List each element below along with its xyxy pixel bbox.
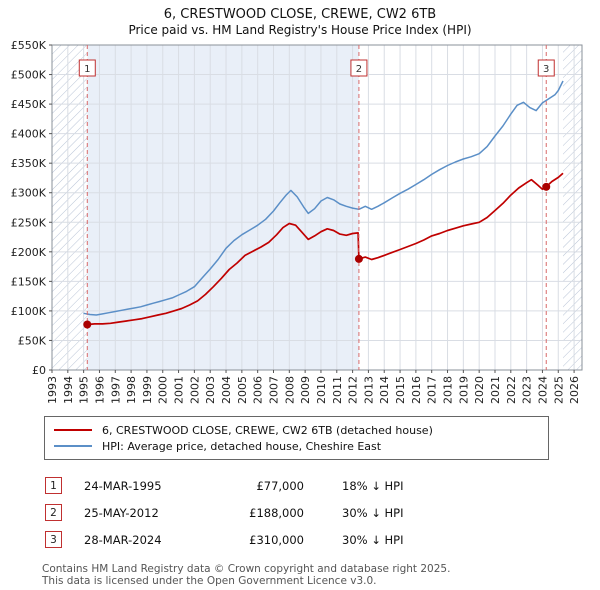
page-title: 6, CRESTWOOD CLOSE, CREWE, CW2 6TB [163, 7, 437, 22]
svg-text:2025: 2025 [552, 376, 565, 404]
svg-text:2012: 2012 [347, 376, 360, 404]
svg-text:1997: 1997 [109, 376, 122, 404]
svg-text:2000: 2000 [157, 376, 170, 404]
svg-text:2001: 2001 [173, 376, 186, 404]
blue-line-sample [54, 445, 92, 447]
red-line-sample [54, 429, 92, 431]
svg-text:2024: 2024 [536, 376, 549, 404]
svg-text:2011: 2011 [331, 376, 344, 404]
svg-text:2015: 2015 [394, 376, 407, 404]
svg-text:£150K: £150K [11, 275, 47, 288]
svg-text:2026: 2026 [568, 376, 581, 404]
svg-text:2004: 2004 [220, 376, 233, 404]
svg-text:£450K: £450K [11, 98, 47, 111]
svg-text:£200K: £200K [11, 246, 47, 259]
sale-date: 25-MAY-2012 [84, 505, 159, 520]
sale-hpi-diff: 18% ↓ HPI [342, 478, 404, 493]
svg-text:1993: 1993 [46, 376, 59, 404]
svg-text:£250K: £250K [11, 216, 47, 229]
svg-text:£500K: £500K [11, 69, 47, 82]
svg-text:£300K: £300K [11, 187, 47, 200]
svg-text:2006: 2006 [252, 376, 265, 404]
svg-text:£550K: £550K [11, 39, 47, 52]
svg-text:2013: 2013 [362, 376, 375, 404]
table-row: 2 25-MAY-2012 £188,000 30% ↓ HPI [45, 499, 600, 526]
legend-label-property: 6, CRESTWOOD CLOSE, CREWE, CW2 6TB (deta… [102, 423, 433, 437]
footer-line1: Contains HM Land Registry data © Crown c… [42, 563, 451, 575]
svg-text:£0: £0 [32, 364, 46, 377]
svg-text:2003: 2003 [204, 376, 217, 404]
svg-text:£350K: £350K [11, 157, 47, 170]
svg-text:2022: 2022 [505, 376, 518, 404]
sale-price: £310,000 [249, 532, 304, 547]
sale-hpi-diff: 30% ↓ HPI [342, 505, 404, 520]
svg-text:2020: 2020 [473, 376, 486, 404]
svg-text:2009: 2009 [299, 376, 312, 404]
page-subtitle: Price paid vs. HM Land Registry's House … [128, 23, 472, 37]
chart-legend: 6, CRESTWOOD CLOSE, CREWE, CW2 6TB (deta… [44, 416, 549, 460]
sale-date: 28-MAR-2024 [84, 532, 162, 547]
price-history-chart: £0 £50K £100K £150K £200K £250K £300K £350K £400… [11, 39, 583, 404]
svg-text:2005: 2005 [236, 376, 249, 404]
svg-text:2008: 2008 [283, 376, 296, 404]
svg-text:1996: 1996 [93, 376, 106, 404]
svg-text:2: 2 [356, 64, 362, 75]
marker-1-badge: 1 [45, 477, 62, 494]
svg-text:2010: 2010 [315, 376, 328, 404]
svg-text:2014: 2014 [378, 376, 391, 404]
svg-text:2021: 2021 [489, 376, 502, 404]
table-row: 3 28-MAR-2024 £310,000 30% ↓ HPI [45, 526, 600, 553]
svg-text:1994: 1994 [62, 376, 75, 404]
svg-text:1995: 1995 [78, 376, 91, 404]
svg-text:£100K: £100K [11, 305, 47, 318]
legend-label-hpi: HPI: Average price, detached house, Ches… [102, 439, 382, 453]
svg-text:£50K: £50K [18, 334, 47, 347]
marker-3-badge: 3 [45, 531, 62, 548]
legend-item-property: 6, CRESTWOOD CLOSE, CREWE, CW2 6TB (deta… [54, 422, 539, 438]
svg-text:1: 1 [84, 64, 90, 75]
legend-item-hpi: HPI: Average price, detached house, Ches… [54, 438, 539, 454]
svg-text:2019: 2019 [457, 376, 470, 404]
svg-text:1998: 1998 [125, 376, 138, 404]
svg-text:2007: 2007 [267, 376, 280, 404]
svg-text:2018: 2018 [442, 376, 455, 404]
marker-2-badge: 2 [45, 504, 62, 521]
transaction-table: 1 24-MAR-1995 £77,000 18% ↓ HPI 2 25-MAY… [45, 472, 600, 553]
sale-price: £188,000 [249, 505, 304, 520]
svg-text:2023: 2023 [521, 376, 534, 404]
sale-price: £77,000 [256, 478, 304, 493]
svg-text:£400K: £400K [11, 128, 47, 141]
sale-date: 24-MAR-1995 [84, 478, 162, 493]
table-row: 1 24-MAR-1995 £77,000 18% ↓ HPI [45, 472, 600, 499]
svg-text:2017: 2017 [426, 376, 439, 404]
svg-text:3: 3 [543, 64, 549, 75]
svg-text:2002: 2002 [188, 376, 201, 404]
svg-text:2016: 2016 [410, 376, 423, 404]
footer-line2: This data is licensed under the Open Gov… [42, 575, 377, 587]
sale-hpi-diff: 30% ↓ HPI [342, 532, 404, 547]
footer: Contains HM Land Registry data © Crown c… [42, 563, 600, 587]
svg-text:1999: 1999 [141, 376, 154, 404]
